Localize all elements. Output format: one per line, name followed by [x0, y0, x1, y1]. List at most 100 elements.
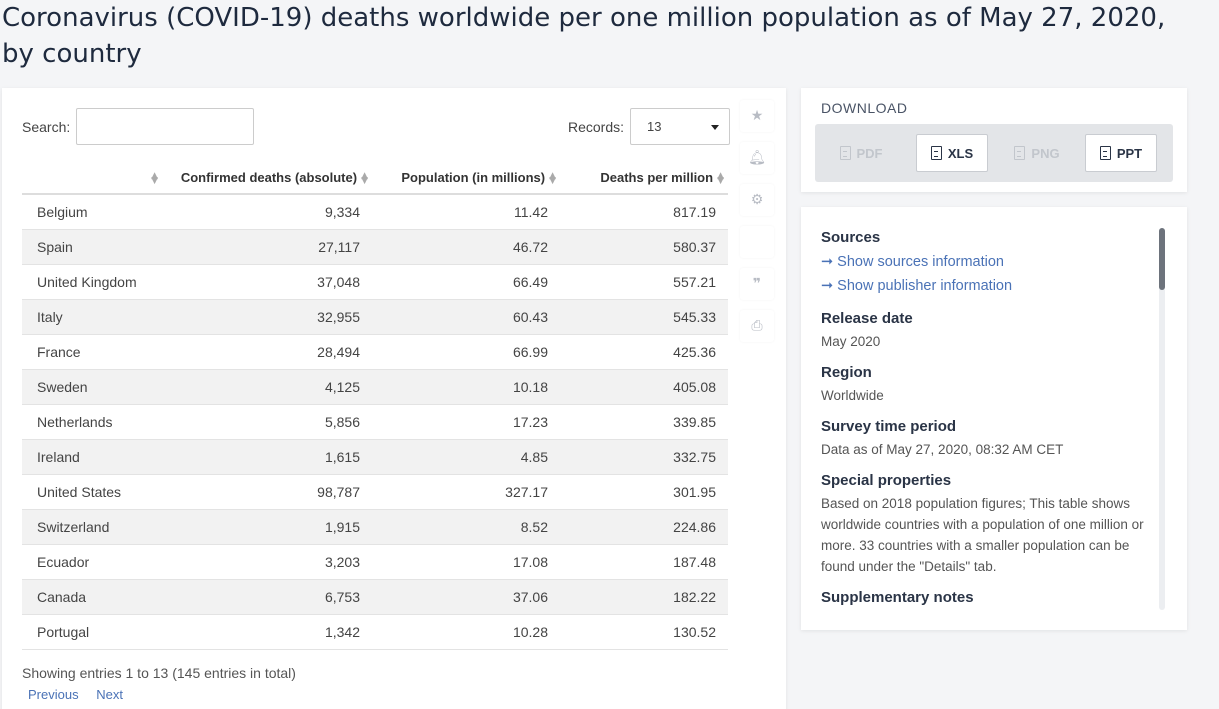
bell-icon[interactable]: 🔔︎ — [740, 142, 774, 174]
cell-population: 11.42 — [372, 194, 560, 230]
cell-population: 46.72 — [372, 229, 560, 265]
header-confirmed-deaths[interactable]: Confirmed deaths (absolute) ▲ ▼ — [162, 162, 372, 195]
download-title: DOWNLOAD — [821, 100, 908, 116]
release-value: May 2020 — [821, 334, 881, 349]
table-row: France 28,494 66.99 425.36 — [22, 334, 728, 370]
show-publisher-link[interactable]: ➞ Show publisher information — [821, 274, 1151, 298]
cell-country: Belgium — [22, 194, 162, 230]
supplementary-heading: Supplementary notes — [821, 589, 974, 606]
survey-section: Survey time period Data as of May 27, 20… — [821, 418, 1151, 460]
header-deaths-per-million[interactable]: Deaths per million ▲ ▼ — [560, 162, 728, 195]
cell-country: Ecuador — [22, 544, 162, 580]
page-title: Coronavirus (COVID-19) deaths worldwide … — [2, 3, 1166, 69]
cell-deaths: 28,494 — [162, 334, 372, 370]
cell-deaths-per-million: 545.33 — [560, 299, 728, 335]
cell-deaths: 37,048 — [162, 264, 372, 300]
cell-deaths-per-million: 339.85 — [560, 404, 728, 440]
table-row: Ireland 1,615 4.85 332.75 — [22, 439, 728, 475]
arrow-right-icon: ➞ — [821, 278, 834, 294]
cell-deaths: 1,915 — [162, 509, 372, 545]
download-png-button[interactable]: PNG — [1001, 134, 1073, 172]
print-icon[interactable]: ⎙ — [740, 310, 774, 342]
sort-icon: ▲ ▼ — [717, 170, 724, 186]
cell-population: 8.52 — [372, 509, 560, 545]
entries-info: Showing entries 1 to 13 (145 entries in … — [22, 665, 296, 681]
info-panel: Sources ➞ Show sources information ➞ Show … — [801, 207, 1187, 630]
supplementary-section: Supplementary notes — [821, 589, 1151, 606]
table-row: United Kingdom 37,048 66.49 557.21 — [22, 264, 728, 300]
sort-icon: ▲ ▼ — [549, 170, 556, 186]
cell-country: Ireland — [22, 439, 162, 475]
table-header-row: ▲ ▼ Confirmed deaths (absolute) ▲ ▼ Populat… — [22, 162, 728, 195]
cell-population: 60.43 — [372, 299, 560, 335]
table-row: Belgium 9,334 11.42 817.19 — [22, 194, 728, 230]
header-label: Deaths per million — [600, 170, 714, 185]
pagination: Previous Next — [28, 687, 137, 702]
previous-link[interactable]: Previous — [28, 687, 79, 702]
quote-icon[interactable]: ❞ — [740, 268, 774, 300]
release-section: Release date May 2020 — [821, 310, 1151, 352]
cell-deaths: 9,334 — [162, 194, 372, 230]
cell-deaths-per-million: 580.37 — [560, 229, 728, 265]
cell-country: Italy — [22, 299, 162, 335]
sources-section: Sources ➞ Show sources information ➞ Show … — [821, 229, 1151, 298]
scrollbar-thumb[interactable] — [1159, 228, 1165, 290]
cell-country: Netherlands — [22, 404, 162, 440]
records-label: Records: — [568, 118, 625, 135]
cell-population: 17.08 — [372, 544, 560, 580]
records-select[interactable]: 13 — [630, 108, 731, 145]
cell-population: 66.99 — [372, 334, 560, 370]
cell-population: 17.23 — [372, 404, 560, 440]
show-sources-label: Show sources information — [837, 254, 1004, 270]
arrow-right-icon: ➞ — [821, 254, 834, 270]
cell-deaths-per-million: 817.19 — [560, 194, 728, 230]
survey-value: Data as of May 27, 2020, 08:32 AM CET — [821, 442, 1064, 457]
table-row: United States 98,787 327.17 301.95 — [22, 474, 728, 510]
cell-deaths: 1,615 — [162, 439, 372, 475]
blank-tool-button[interactable] — [740, 226, 774, 258]
download-pdf-button[interactable]: PDF — [825, 134, 897, 172]
cell-deaths: 3,203 — [162, 544, 372, 580]
cell-country: France — [22, 334, 162, 370]
header-label: Confirmed deaths (absolute) — [180, 170, 358, 185]
search-input[interactable] — [76, 108, 255, 145]
cell-deaths-per-million: 187.48 — [560, 544, 728, 580]
table-row: Netherlands 5,856 17.23 339.85 — [22, 404, 728, 440]
download-bar: PDF XLS PNG PPT — [815, 124, 1173, 182]
cell-population: 327.17 — [372, 474, 560, 510]
cell-deaths: 1,342 — [162, 614, 372, 650]
table-row: Canada 6,753 37.06 182.22 — [22, 579, 728, 615]
cell-deaths: 4,125 — [162, 369, 372, 405]
cell-deaths: 6,753 — [162, 579, 372, 615]
download-ppt-button[interactable]: PPT — [1085, 134, 1157, 172]
next-link[interactable]: Next — [96, 687, 123, 702]
cell-population: 66.49 — [372, 264, 560, 300]
cell-deaths-per-million: 425.36 — [560, 334, 728, 370]
download-png-label: PNG — [1031, 145, 1060, 161]
table-row: Portugal 1,342 10.28 130.52 — [22, 614, 728, 650]
table-row: Spain 27,117 46.72 580.37 — [22, 229, 728, 265]
show-sources-link[interactable]: ➞ Show sources information — [821, 250, 1151, 274]
chevron-down-icon — [711, 125, 720, 130]
region-value: Worldwide — [821, 388, 884, 403]
survey-heading: Survey time period — [821, 418, 957, 435]
pdf-file-icon — [839, 146, 851, 160]
gear-icon[interactable]: ⚙ — [740, 184, 774, 216]
download-xls-button[interactable]: XLS — [916, 134, 988, 172]
xls-file-icon — [930, 146, 942, 160]
header-country[interactable]: ▲ ▼ — [22, 162, 162, 195]
cell-deaths-per-million: 130.52 — [560, 614, 728, 650]
cell-country: Sweden — [22, 369, 162, 405]
star-icon[interactable]: ★ — [740, 100, 774, 132]
cell-country: United States — [22, 474, 162, 510]
header-population[interactable]: Population (in millions) ▲ ▼ — [372, 162, 560, 195]
info-scrollbar[interactable] — [1159, 228, 1165, 610]
download-xls-label: XLS — [947, 145, 974, 161]
cell-deaths: 27,117 — [162, 229, 372, 265]
cell-deaths-per-million: 557.21 — [560, 264, 728, 300]
cell-population: 10.28 — [372, 614, 560, 650]
download-pdf-label: PDF — [856, 145, 883, 161]
special-heading: Special properties — [821, 472, 952, 489]
region-heading: Region — [821, 364, 872, 381]
sources-heading: Sources — [821, 229, 881, 246]
